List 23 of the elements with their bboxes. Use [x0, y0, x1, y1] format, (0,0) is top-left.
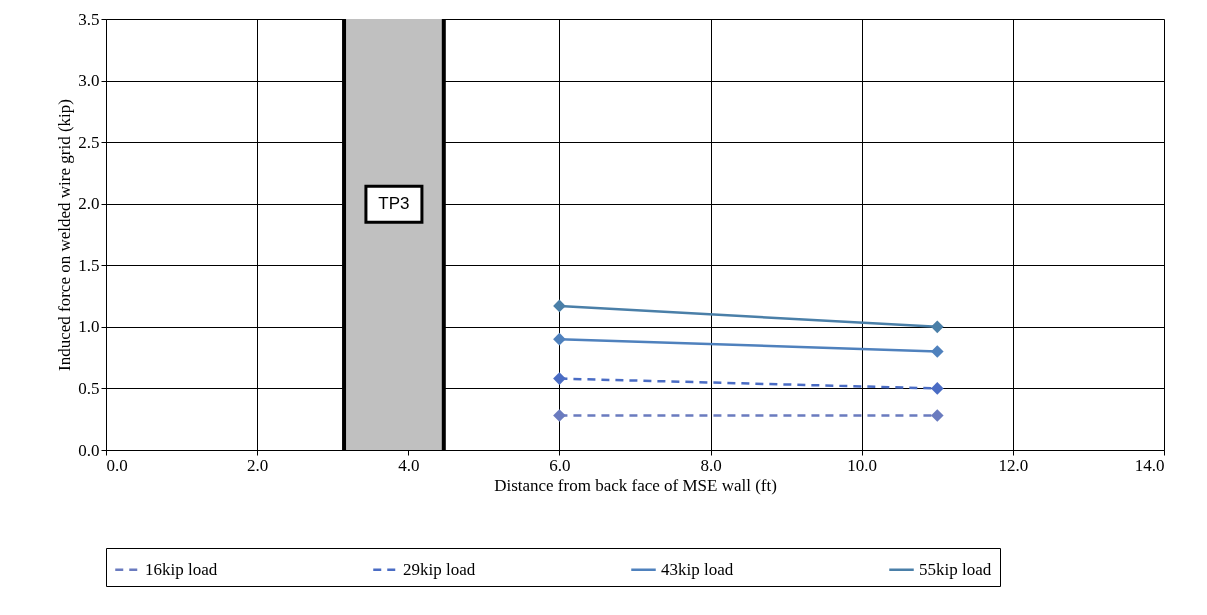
band-label: TP3 [378, 194, 410, 214]
x-tick-label: 14.0 [1134, 455, 1165, 475]
legend-label: 55kip load [919, 559, 992, 579]
x-tick-label: 2.0 [247, 455, 269, 475]
legend-label: 16kip load [145, 559, 218, 579]
x-tick-label: 8.0 [700, 455, 722, 475]
y-tick-label: 3.5 [78, 9, 100, 29]
y-tick-label: 0.0 [78, 440, 100, 460]
y-tick-label: 2.0 [78, 194, 100, 214]
x-axis-title: Distance from back face of MSE wall (ft) [494, 475, 777, 495]
x-tick-label: 12.0 [998, 455, 1029, 475]
x-tick-label: 0.0 [106, 455, 128, 475]
x-tick-label: 10.0 [847, 455, 878, 475]
y-tick-label: 1.0 [78, 317, 100, 337]
y-tick-label: 2.5 [78, 132, 100, 152]
y-tick-label: 0.5 [78, 378, 100, 398]
legend-label: 29kip load [403, 559, 476, 579]
y-tick-label: 3.0 [78, 71, 100, 91]
x-tick-label: 6.0 [549, 455, 571, 475]
y-tick-label: 1.5 [78, 255, 100, 275]
x-tick-label: 4.0 [398, 455, 420, 475]
legend-label: 43kip load [661, 559, 734, 579]
y-axis-title: Induced force on welded wire grid (kip) [55, 99, 75, 371]
